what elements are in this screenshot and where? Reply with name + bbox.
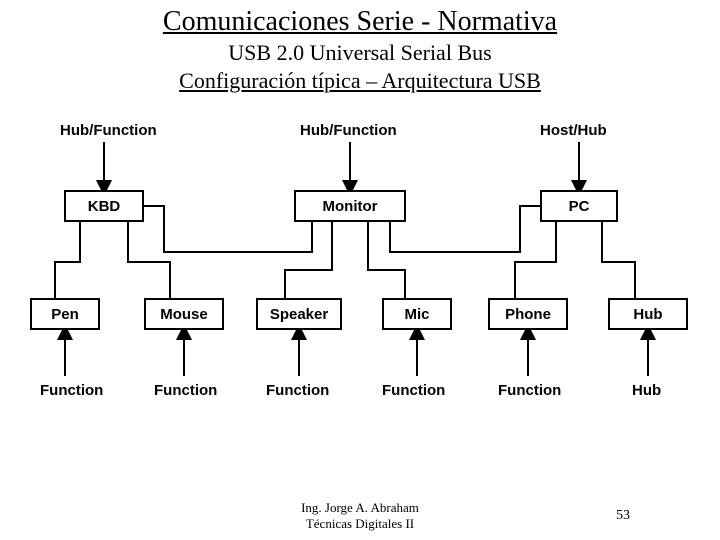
- label-lab_pen: Function: [40, 382, 103, 399]
- subtitle-2: Configuración típica – Arquitectura USB: [0, 68, 720, 94]
- node-phone: Phone: [488, 298, 568, 330]
- node-spk: Speaker: [256, 298, 342, 330]
- label-lab_mon: Hub/Function: [300, 122, 397, 139]
- footer: Ing. Jorge A. Abraham Técnicas Digitales…: [0, 500, 720, 532]
- page-title: Comunicaciones Serie - Normativa: [0, 6, 720, 38]
- page-number: 53: [616, 508, 630, 524]
- label-lab_spk: Function: [266, 382, 329, 399]
- label-lab_mic: Function: [382, 382, 445, 399]
- label-lab_kbd: Hub/Function: [60, 122, 157, 139]
- subtitle-1: USB 2.0 Universal Serial Bus: [0, 40, 720, 66]
- usb-architecture-diagram: KBD Monitor PC Pen Mouse Speaker Mic Phone Hub Hu…: [0, 112, 720, 432]
- label-lab_phone: Function: [498, 382, 561, 399]
- label-lab_hub: Hub: [632, 382, 661, 399]
- label-lab_mouse: Function: [154, 382, 217, 399]
- node-mic: Mic: [382, 298, 452, 330]
- node-pen: Pen: [30, 298, 100, 330]
- node-mon: Monitor: [294, 190, 406, 222]
- node-hub: Hub: [608, 298, 688, 330]
- footer-author: Ing. Jorge A. Abraham: [0, 500, 720, 516]
- node-kbd: KBD: [64, 190, 144, 222]
- footer-course: Técnicas Digitales II: [0, 516, 720, 532]
- node-pc: PC: [540, 190, 618, 222]
- node-mouse: Mouse: [144, 298, 224, 330]
- label-lab_pc: Host/Hub: [540, 122, 607, 139]
